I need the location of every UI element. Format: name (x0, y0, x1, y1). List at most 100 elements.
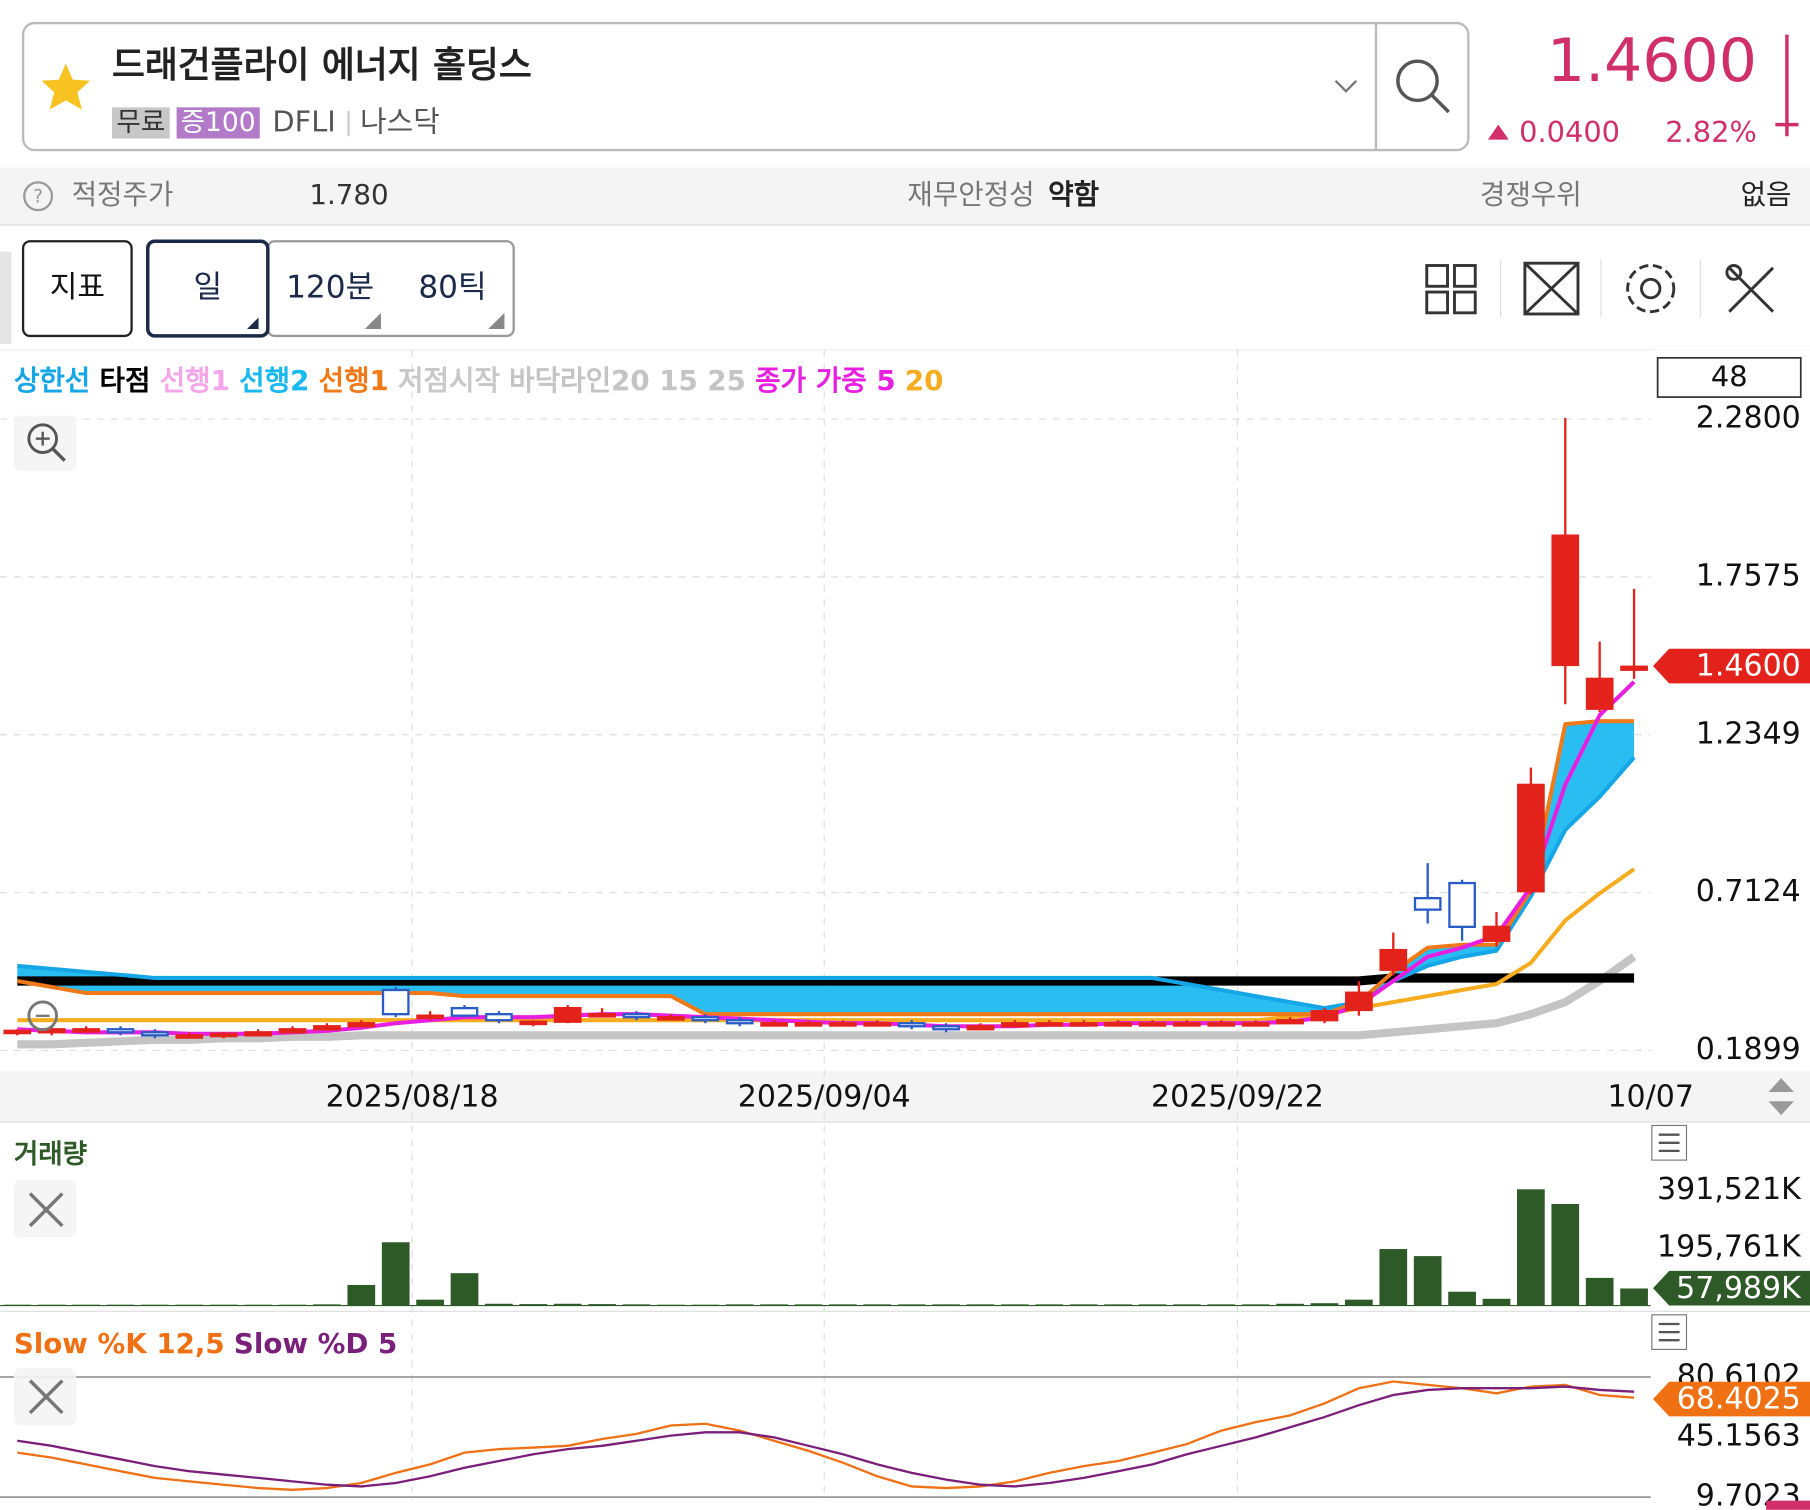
scroll-up[interactable] (1768, 1078, 1794, 1093)
volume-bar (381, 1242, 410, 1306)
date-axis-bg (0, 1071, 1810, 1123)
scroll-down[interactable] (1768, 1101, 1794, 1116)
volume-bar (416, 1299, 444, 1306)
candle-body (725, 1019, 754, 1025)
indicator-line (17, 973, 1635, 986)
candle-body (72, 1028, 100, 1033)
candle-body (141, 1031, 169, 1037)
candle-count-box[interactable] (1656, 356, 1802, 398)
candle-body (1207, 1022, 1236, 1027)
zoom-out-icon[interactable] (27, 1000, 59, 1032)
volume-bar (1104, 1304, 1132, 1306)
candle-body (106, 1028, 135, 1034)
volume-bar (794, 1304, 823, 1306)
y-tick-label: 391,521K (1657, 1172, 1802, 1207)
legend-item: 종가 가중 5 (755, 364, 895, 397)
y-tick-label: 1.7575 (1696, 558, 1801, 593)
help-icon[interactable] (23, 181, 54, 212)
stock-selector[interactable] (21, 21, 1470, 152)
volume-bar (209, 1304, 238, 1306)
settings-icon[interactable] (1626, 264, 1676, 314)
candle-body (1413, 897, 1442, 911)
info-value: 약함 (1048, 178, 1099, 211)
oscillator-line (17, 1380, 1635, 1491)
favorite-star[interactable] (41, 63, 91, 110)
candle-body (244, 1031, 272, 1037)
volume-bar (1310, 1303, 1339, 1306)
volume-bar (863, 1304, 892, 1306)
volume-bar (829, 1304, 857, 1306)
zoom-in-icon (27, 423, 59, 454)
fullscreen-icon[interactable] (1523, 261, 1580, 316)
search-icon-handle (1430, 93, 1450, 114)
volume-bar (760, 1304, 788, 1306)
volume-bar (1448, 1291, 1476, 1306)
tools-icon[interactable] (1725, 264, 1775, 313)
y-tick-label: 0.1899 (1696, 1032, 1801, 1067)
candle-body (485, 1013, 513, 1022)
badge: 증100 (181, 107, 256, 138)
volume-bar (1517, 1189, 1545, 1306)
candle-body (932, 1025, 960, 1031)
candle-body (1069, 1022, 1098, 1027)
last-volume-tag-bg (1653, 1270, 1810, 1306)
tab-label[interactable]: 80틱 (418, 270, 486, 306)
candle-body (1138, 1022, 1167, 1027)
last-k-tag: 68.4025 (1677, 1382, 1801, 1417)
indicator-button[interactable] (21, 240, 133, 338)
scroll-indicator (1766, 1500, 1810, 1510)
legend-item: 선행2 (239, 364, 309, 397)
candle-body (1035, 1022, 1064, 1027)
candle-body (175, 1034, 204, 1039)
date-grid (411, 349, 1239, 1501)
volume-bar (897, 1304, 926, 1306)
candle-body (657, 1016, 685, 1021)
legend-item: 선행1 (160, 364, 230, 397)
period-tab-selected[interactable] (146, 239, 270, 338)
tab-label: 일 (193, 270, 222, 306)
volume-bar (932, 1304, 960, 1306)
indicator-line (17, 953, 1637, 1049)
close-icon (28, 1379, 64, 1415)
volume-bar (1069, 1304, 1098, 1306)
info-label: 적정주가 (72, 178, 174, 211)
layout-icon[interactable] (1425, 264, 1477, 315)
info-row (0, 167, 1810, 226)
volume-bar (1345, 1299, 1373, 1306)
legend-item: 타점 (100, 364, 151, 397)
close-icon (28, 1192, 64, 1228)
y-tick-label: 1.2349 (1696, 716, 1801, 751)
legend: Slow %K 12,5 Slow %D 5 (14, 1327, 397, 1360)
candle-body (1482, 925, 1511, 942)
candle-body (1585, 677, 1614, 710)
candle-body (1448, 881, 1476, 929)
ticker: DFLI (272, 105, 335, 139)
volume-bar (485, 1303, 513, 1306)
volume-bar (3, 1304, 32, 1306)
tab-label[interactable]: 120분 (286, 270, 374, 306)
volume-bar (450, 1273, 479, 1306)
search-icon[interactable] (1396, 59, 1439, 103)
info-value: 없음 (1741, 178, 1792, 211)
side-handle[interactable] (0, 251, 12, 344)
corner-mark (488, 312, 505, 329)
candle-body (1551, 534, 1580, 667)
menu-icon (1658, 1133, 1680, 1153)
volume-bar (966, 1304, 995, 1306)
dropdown-arrow[interactable] (1334, 79, 1358, 93)
x-tick-label: 2025/09/04 (738, 1079, 911, 1114)
volume-bar (1620, 1288, 1648, 1306)
x-tick-label: 10/07 (1607, 1079, 1693, 1114)
volume-bar (244, 1304, 272, 1306)
candle-body (966, 1025, 995, 1031)
last-volume-tag: 57,989K (1676, 1271, 1802, 1306)
up-arrow (1487, 124, 1509, 140)
info-value: 1.780 (309, 178, 388, 211)
volume-bar (553, 1303, 582, 1306)
candle-body (313, 1025, 341, 1031)
help-icon-mark: ? (33, 186, 43, 207)
legend-item: 20 (905, 364, 944, 397)
candle-body (897, 1022, 926, 1028)
info-label: 경쟁우위 (1480, 178, 1582, 211)
volume-bar (1482, 1298, 1511, 1306)
